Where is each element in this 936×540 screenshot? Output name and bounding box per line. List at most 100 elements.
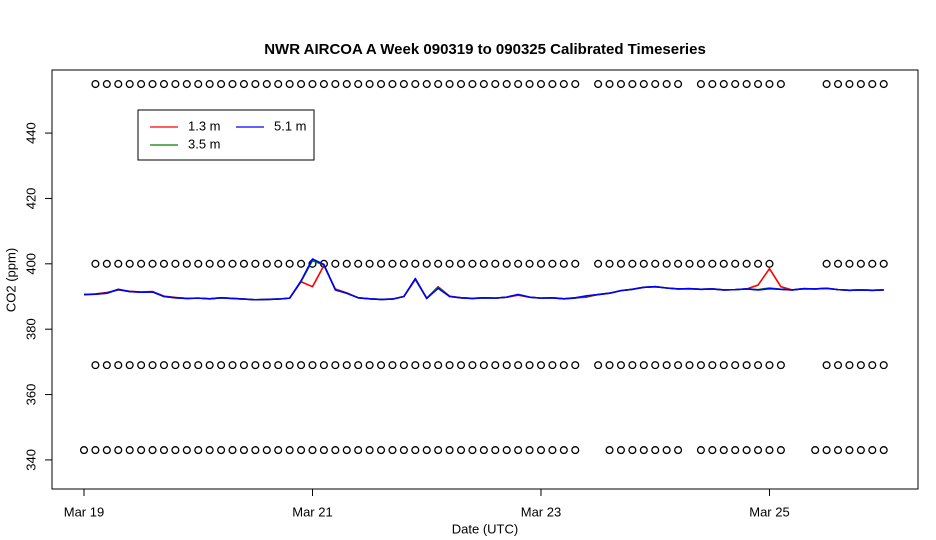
flag-point bbox=[125, 446, 134, 455]
flag-point bbox=[319, 446, 328, 455]
flag-point bbox=[559, 80, 568, 89]
flag-point bbox=[696, 446, 705, 455]
flag-point bbox=[628, 259, 637, 268]
flag-point bbox=[114, 80, 123, 89]
flag-point bbox=[137, 80, 146, 89]
flag-point bbox=[399, 259, 408, 268]
flag-point bbox=[868, 361, 877, 370]
flag-point bbox=[399, 80, 408, 89]
flag-point bbox=[182, 80, 191, 89]
flag-point bbox=[731, 361, 740, 370]
flag-point bbox=[468, 446, 477, 455]
flag-point bbox=[434, 361, 443, 370]
flag-point bbox=[685, 259, 694, 268]
flag-point bbox=[434, 80, 443, 89]
flag-point bbox=[456, 446, 466, 455]
flag-point bbox=[719, 259, 728, 268]
flag-point bbox=[411, 361, 420, 370]
series-line bbox=[83, 258, 884, 301]
flag-point bbox=[354, 446, 363, 455]
flag-point bbox=[879, 361, 888, 370]
y-axis-label: CO2 (ppm) bbox=[3, 248, 18, 312]
flag-point bbox=[856, 80, 865, 89]
flag-point bbox=[845, 446, 854, 455]
flag-point bbox=[833, 80, 843, 89]
flag-point bbox=[228, 259, 237, 268]
flag-point bbox=[571, 361, 580, 370]
flag-point bbox=[502, 80, 511, 89]
legend-label: 1.3 m bbox=[188, 118, 221, 133]
flag-point bbox=[399, 361, 408, 370]
flag-point bbox=[776, 446, 785, 455]
flag-point bbox=[274, 80, 283, 89]
flag-point bbox=[536, 446, 546, 455]
flag-point bbox=[879, 259, 888, 268]
flag-point bbox=[708, 80, 717, 89]
flag-point bbox=[411, 446, 420, 455]
flag-point bbox=[217, 259, 226, 268]
flag-point bbox=[262, 259, 271, 268]
flag-point bbox=[434, 259, 443, 268]
flag-point bbox=[297, 259, 306, 268]
flag-point bbox=[239, 446, 248, 455]
flag-point bbox=[376, 446, 386, 455]
flag-point bbox=[308, 80, 317, 89]
flag-point bbox=[411, 259, 420, 268]
flag-point bbox=[662, 361, 671, 370]
flag-point bbox=[217, 80, 226, 89]
flag-point bbox=[491, 80, 500, 89]
flag-point bbox=[285, 259, 294, 268]
flag-point bbox=[239, 361, 248, 370]
flag-point bbox=[616, 446, 626, 455]
flag-point bbox=[205, 80, 214, 89]
flag-point bbox=[514, 361, 523, 370]
flag-point bbox=[719, 80, 728, 89]
flag-point bbox=[514, 80, 523, 89]
flag-point bbox=[217, 446, 226, 455]
flag-point bbox=[674, 446, 683, 455]
flag-point bbox=[765, 259, 774, 268]
y-tick-label: 380 bbox=[23, 318, 38, 340]
flag-point bbox=[674, 259, 683, 268]
flag-point bbox=[536, 361, 546, 370]
flag-point bbox=[297, 361, 306, 370]
flag-point bbox=[159, 80, 169, 89]
flag-point bbox=[422, 80, 431, 89]
legend-label: 3.5 m bbox=[188, 136, 221, 151]
flag-point bbox=[525, 80, 534, 89]
flag-point bbox=[354, 259, 363, 268]
flag-point bbox=[205, 361, 214, 370]
flag-point bbox=[194, 80, 203, 89]
flag-point bbox=[171, 446, 180, 455]
flag-point bbox=[376, 259, 386, 268]
flag-point bbox=[856, 259, 865, 268]
flag-point bbox=[868, 446, 877, 455]
flag-point bbox=[376, 80, 386, 89]
legend: 1.3 m 3.5 m 5.1 m bbox=[137, 109, 315, 161]
flag-point bbox=[91, 80, 100, 89]
flag-point bbox=[856, 361, 865, 370]
flag-point bbox=[696, 259, 705, 268]
flag-point bbox=[251, 361, 260, 370]
flag-point bbox=[662, 259, 671, 268]
flag-point bbox=[605, 446, 614, 455]
flag-point bbox=[479, 80, 488, 89]
flag-point bbox=[651, 259, 660, 268]
flag-point bbox=[228, 80, 237, 89]
flag-point bbox=[822, 80, 831, 89]
flag-point bbox=[342, 361, 351, 370]
flag-point bbox=[91, 259, 100, 268]
y-tick-label: 420 bbox=[23, 188, 38, 210]
flag-point bbox=[479, 259, 488, 268]
flag-point bbox=[308, 446, 317, 455]
flag-point bbox=[571, 259, 580, 268]
flag-point bbox=[399, 446, 408, 455]
flag-point bbox=[833, 361, 843, 370]
flag-point bbox=[114, 361, 123, 370]
flag-point bbox=[137, 446, 146, 455]
flag-point bbox=[571, 446, 580, 455]
flag-point bbox=[731, 446, 740, 455]
flag-point bbox=[297, 446, 306, 455]
flag-point bbox=[125, 80, 134, 89]
flag-point bbox=[456, 80, 466, 89]
